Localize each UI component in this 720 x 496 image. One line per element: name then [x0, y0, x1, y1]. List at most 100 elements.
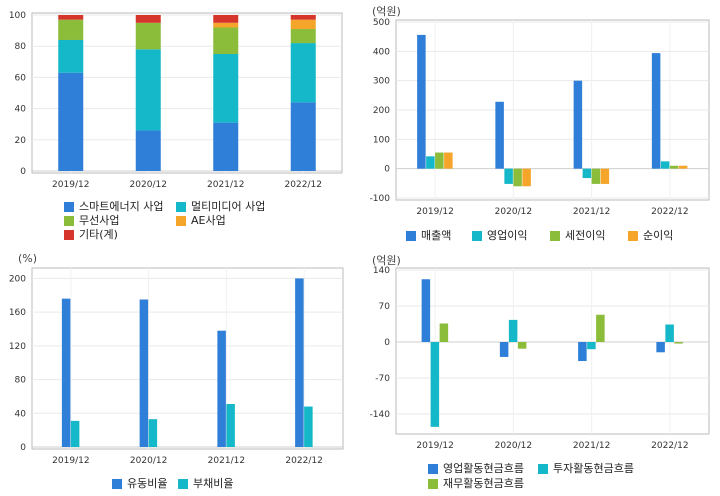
bar [674, 342, 683, 344]
y-tick-label: 20 [15, 136, 27, 146]
bar [600, 168, 610, 184]
income-legend: 매출액 영업이익 세전이익 순이익 [406, 228, 716, 244]
x-tick-label: 2021/12 [207, 180, 244, 190]
bar [522, 168, 531, 187]
legend-label: AE사업 [191, 214, 226, 227]
legend-label: 멀티미디어 사업 [191, 200, 266, 213]
x-tick-label: 2021/12 [573, 207, 610, 217]
legend-item-net-income[interactable]: 순이익 [628, 228, 673, 244]
plot-frame [31, 267, 344, 450]
bar [591, 168, 601, 184]
legend-item-multimedia[interactable]: 멀티미디어 사업 [176, 199, 265, 215]
segment-legend: 스마트에너지 사업 멀티미디어 사업 무선사업 AE사업 기타(계) [64, 199, 354, 245]
bar [213, 27, 239, 54]
bar [582, 168, 592, 179]
legend-label: 투자활동현금흐름 [553, 462, 634, 475]
x-tick-label: 2020/12 [130, 180, 167, 190]
legend-swatch [628, 231, 638, 241]
cashflow-legend: 영업활동현금흐름 투자활동현금흐름 재무활동현금흐름 [428, 461, 718, 493]
bar [495, 101, 504, 169]
legend-label: 순이익 [643, 229, 674, 242]
x-tick-label: 2019/12 [52, 180, 89, 190]
bar [678, 165, 688, 169]
plot-frame [31, 12, 343, 174]
y-tick-label: 40 [15, 409, 27, 419]
legend-item-current-ratio[interactable]: 유동비율 [112, 476, 167, 492]
bar [660, 161, 670, 169]
bar [421, 279, 431, 342]
x-tick-label: 2022/12 [285, 456, 322, 466]
bar [217, 330, 226, 447]
bar [573, 80, 583, 169]
y-tick-label: 0 [384, 165, 390, 175]
legend-item-operating-income[interactable]: 영업이익 [472, 228, 527, 244]
y-tick-label: 400 [373, 47, 390, 57]
y-tick-label: 500 [373, 18, 390, 28]
legend-item-ae[interactable]: AE사업 [176, 213, 226, 229]
bar [135, 22, 161, 50]
legend-swatch [112, 479, 122, 489]
y-tick-label: -140 [370, 410, 391, 420]
y-tick-label: 0 [20, 443, 26, 453]
legend-swatch [472, 231, 482, 241]
legend-swatch [428, 479, 438, 489]
legend-item-financing-cashflow[interactable]: 재무활동현금흐름 [428, 476, 524, 492]
bar [513, 168, 522, 187]
x-tick-label: 2019/12 [416, 441, 453, 451]
y-tick-label: 60 [15, 73, 27, 83]
x-tick-label: 2020/12 [495, 441, 532, 451]
legend-item-debt-ratio[interactable]: 부채비율 [178, 476, 233, 492]
legend-item-other[interactable]: 기타(계) [64, 227, 118, 243]
bar [499, 342, 509, 357]
bar [417, 34, 426, 169]
ratio-legend: 유동비율 부채비율 [112, 476, 312, 492]
y-tick-label: 300 [373, 77, 390, 87]
y-tick-label: 0 [20, 167, 26, 177]
bar [596, 314, 605, 342]
x-tick-label: 2021/12 [208, 456, 245, 466]
y-tick-label: -70 [375, 374, 390, 384]
bar [290, 102, 316, 171]
ratio-chart: 0 40 80 120 160 200 2019/12 2020/12 2021/12 2022/… [9, 267, 344, 466]
bar [304, 406, 313, 447]
legend-item-pretax-income[interactable]: 세전이익 [550, 228, 605, 244]
bar [665, 324, 674, 342]
legend-label: 세전이익 [565, 229, 606, 242]
bar [444, 152, 453, 169]
bar [213, 22, 239, 28]
y-tick-label: 160 [9, 308, 26, 318]
bar [58, 72, 84, 171]
legend-item-wireless[interactable]: 무선사업 [64, 213, 119, 229]
legend-item-operating-cashflow[interactable]: 영업활동현금흐름 [428, 461, 524, 477]
y-tick-label: 200 [373, 106, 390, 116]
bar [587, 342, 596, 350]
legend-item-revenue[interactable]: 매출액 [406, 228, 451, 244]
bar [290, 43, 316, 103]
income-chart: -100 0 100 200 300 400 500 2019/12 2020/12 2021/1… [370, 18, 710, 217]
y-tick-label: 100 [9, 11, 26, 21]
bar [148, 419, 158, 447]
cashflow-chart-panel: (억원) -140 -70 0 70 140 2019/12 2020/12 2021/12 2… [360, 248, 720, 496]
bar [213, 15, 239, 23]
bar [290, 29, 316, 44]
legend-label: 부채비율 [193, 477, 234, 490]
bar [290, 15, 316, 20]
y-tick-label: 80 [15, 42, 27, 52]
bar [669, 165, 679, 169]
legend-swatch [176, 216, 186, 226]
y-tick-label: 100 [373, 135, 390, 145]
unit-label: (억원) [372, 254, 401, 267]
bar [58, 19, 84, 40]
unit-label: (억원) [372, 5, 401, 18]
legend-swatch [64, 216, 74, 226]
x-tick-label: 2020/12 [130, 456, 167, 466]
y-tick-label: 80 [15, 376, 27, 386]
legend-item-investing-cashflow[interactable]: 투자활동현금흐름 [538, 461, 634, 477]
legend-item-smart-energy[interactable]: 스마트에너지 사업 [64, 199, 163, 215]
x-tick-label: 2022/12 [651, 207, 688, 217]
bar [504, 168, 513, 184]
bar [213, 54, 239, 123]
segment-chart-panel: 0 20 40 60 80 100 2019/12 2020/12 2021/12 2022/12… [0, 0, 360, 248]
legend-label: 기타(계) [79, 228, 118, 241]
legend-swatch [538, 464, 548, 474]
